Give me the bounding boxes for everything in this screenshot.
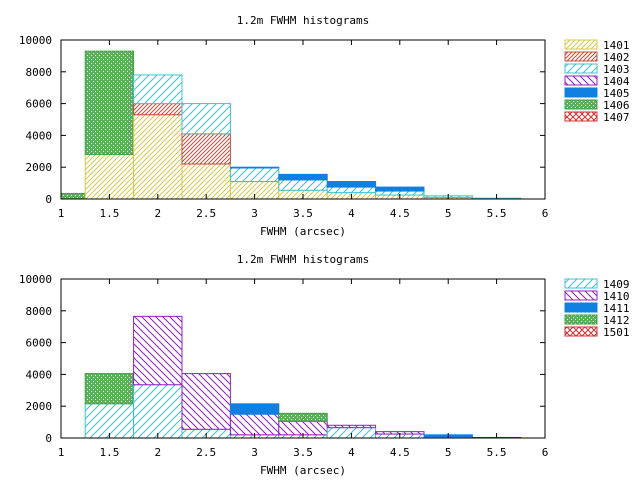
legend-label-1412: 1412 bbox=[603, 314, 630, 327]
bar-1410-bin-2 bbox=[133, 315, 183, 386]
bars bbox=[84, 315, 522, 439]
x-tick-label: 4.5 bbox=[390, 207, 410, 220]
y-tick-label: 6000 bbox=[26, 98, 53, 111]
bar-1405-bin-5 bbox=[278, 173, 328, 181]
x-axis-label: FWHM (arcsec) bbox=[260, 225, 346, 238]
x-tick-label: 2 bbox=[154, 446, 161, 459]
x-tick-label: 4 bbox=[348, 446, 355, 459]
bar-1403-bin-6 bbox=[326, 186, 377, 194]
bar-1401-bin-2 bbox=[133, 114, 183, 200]
bar-1401-bin-3 bbox=[181, 163, 231, 200]
legend-label-1401: 1401 bbox=[603, 39, 630, 52]
x-tick-label: 1 bbox=[58, 446, 65, 459]
y-axis: 0 2000 4000 6000 8000 10000 bbox=[19, 34, 545, 206]
x-tick-label: 1.5 bbox=[99, 207, 119, 220]
bar-1410-bin-6 bbox=[326, 424, 377, 429]
legend-swatch-1411 bbox=[564, 302, 598, 313]
bar-1401-bin-1 bbox=[84, 153, 135, 200]
legend-label-1410: 1410 bbox=[603, 290, 630, 303]
top-histogram-chart: 1.2m FWHM histograms 0 2000 4000 6000 8000 100… bbox=[19, 14, 630, 238]
legend-swatch-1501 bbox=[564, 326, 598, 337]
bar-1411-bin-4 bbox=[229, 403, 280, 415]
legend-swatch-1410 bbox=[564, 290, 598, 301]
x-axis-label: FWHM (arcsec) bbox=[260, 464, 346, 477]
bar-1410-bin-5 bbox=[278, 420, 328, 436]
bottom-histogram-chart: 1.2m FWHM histograms 0 2000 4000 6000 8000 100… bbox=[19, 253, 630, 477]
legend-swatch-1402 bbox=[564, 51, 598, 62]
x-tick-label: 1 bbox=[58, 207, 65, 220]
legend-label-1404: 1404 bbox=[603, 75, 630, 88]
bar-1405-bin-7 bbox=[375, 186, 425, 192]
bar-1409-bin-2 bbox=[133, 384, 183, 439]
bar-1410-bin-3 bbox=[181, 373, 231, 430]
y-tick-label: 0 bbox=[45, 432, 52, 445]
legend-label-1409: 1409 bbox=[603, 278, 630, 291]
bar-1403-bin-2 bbox=[133, 74, 183, 105]
bar-1405-bin-4 bbox=[229, 166, 280, 169]
y-tick-label: 4000 bbox=[26, 129, 53, 142]
x-tick-label: 5.5 bbox=[487, 207, 507, 220]
bar-1403-bin-5 bbox=[278, 179, 328, 191]
legend-label-1411: 1411 bbox=[603, 302, 630, 315]
x-tick-label: 3.5 bbox=[293, 446, 313, 459]
legend-swatch-1404 bbox=[564, 75, 598, 86]
y-tick-label: 2000 bbox=[26, 161, 53, 174]
x-tick-label: 6 bbox=[542, 446, 549, 459]
x-tick-label: 3.5 bbox=[293, 207, 313, 220]
x-tick-label: 4.5 bbox=[390, 446, 410, 459]
bar-1403-bin-4 bbox=[229, 167, 280, 183]
bar-1402-bin-3 bbox=[181, 133, 231, 165]
legend-swatch-1412 bbox=[564, 314, 598, 325]
legend-label-1406: 1406 bbox=[603, 99, 630, 112]
x-axis: 1 1.5 2 2.5 3 3.5 4 4.5 5 5.5 6 bbox=[58, 40, 549, 220]
legend-label-1405: 1405 bbox=[603, 87, 630, 100]
x-tick-label: 2.5 bbox=[196, 207, 216, 220]
bar-1406-bin-1 bbox=[84, 50, 135, 155]
y-tick-label: 8000 bbox=[26, 305, 53, 318]
bar-1409-bin-1 bbox=[84, 403, 135, 439]
bars bbox=[60, 50, 522, 200]
legend-swatch-1403 bbox=[564, 63, 598, 74]
y-tick-label: 10000 bbox=[19, 34, 52, 47]
bar-1410-bin-4 bbox=[229, 413, 280, 436]
legend-swatch-1407 bbox=[564, 111, 598, 122]
x-tick-label: 1.5 bbox=[99, 446, 119, 459]
legend-label-1402: 1402 bbox=[603, 51, 630, 64]
x-tick-label: 5 bbox=[445, 207, 452, 220]
legend-swatch-1409 bbox=[564, 278, 598, 289]
legend-label-1403: 1403 bbox=[603, 63, 630, 76]
bar-1412-bin-5 bbox=[278, 412, 328, 422]
bar-1402-bin-2 bbox=[133, 103, 183, 116]
legend-label-1501: 1501 bbox=[603, 326, 630, 339]
x-tick-label: 5 bbox=[445, 446, 452, 459]
bar-1403-bin-3 bbox=[181, 103, 231, 135]
legend-swatch-1405 bbox=[564, 87, 598, 98]
y-tick-label: 10000 bbox=[19, 273, 52, 286]
y-tick-label: 0 bbox=[45, 193, 52, 206]
bar-1406-bin-0 bbox=[60, 192, 86, 200]
x-tick-label: 3 bbox=[251, 446, 258, 459]
x-tick-label: 4 bbox=[348, 207, 355, 220]
x-axis: 1 1.5 2 2.5 3 3.5 4 4.5 5 5.5 6 bbox=[58, 279, 549, 459]
x-tick-label: 6 bbox=[542, 207, 549, 220]
y-tick-label: 8000 bbox=[26, 66, 53, 79]
x-tick-label: 2.5 bbox=[196, 446, 216, 459]
x-tick-label: 2 bbox=[154, 207, 161, 220]
bar-1405-bin-6 bbox=[326, 181, 377, 188]
x-tick-label: 5.5 bbox=[487, 446, 507, 459]
chart-title: 1.2m FWHM histograms bbox=[237, 14, 369, 27]
y-tick-label: 6000 bbox=[26, 337, 53, 350]
y-axis: 0 2000 4000 6000 8000 10000 bbox=[19, 273, 545, 445]
legend-label-1407: 1407 bbox=[603, 111, 630, 124]
x-tick-label: 3 bbox=[251, 207, 258, 220]
y-tick-label: 2000 bbox=[26, 400, 53, 413]
y-tick-label: 4000 bbox=[26, 368, 53, 381]
chart-title: 1.2m FWHM histograms bbox=[237, 253, 369, 266]
bar-1412-bin-1 bbox=[84, 373, 135, 405]
legend-swatch-1406 bbox=[564, 99, 598, 110]
legend-swatch-1401 bbox=[564, 39, 598, 50]
